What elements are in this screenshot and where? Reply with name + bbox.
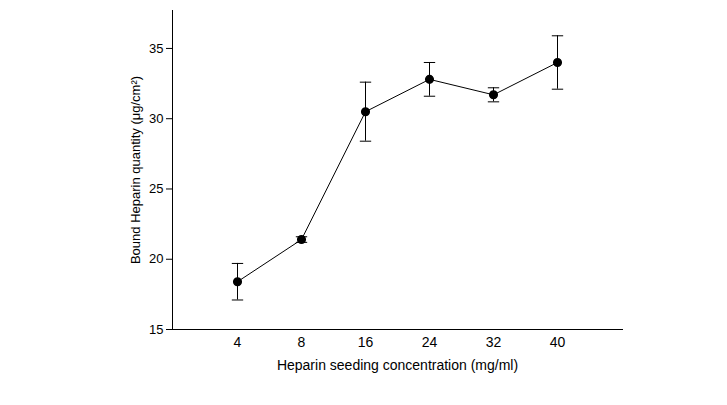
svg-text:4: 4 [234, 334, 242, 350]
svg-text:20: 20 [149, 251, 163, 266]
svg-text:15: 15 [149, 322, 163, 337]
svg-text:16: 16 [358, 334, 374, 350]
svg-text:8: 8 [298, 334, 306, 350]
svg-text:Heparin seeding concentration: Heparin seeding concentration (mg/ml) [277, 357, 518, 373]
svg-text:30: 30 [149, 111, 163, 126]
svg-text:35: 35 [149, 41, 163, 56]
svg-text:40: 40 [550, 334, 566, 350]
svg-text:25: 25 [149, 181, 163, 196]
svg-text:32: 32 [486, 334, 502, 350]
svg-text:24: 24 [422, 334, 438, 350]
svg-text:Bound Heparin quantity (μg/cm²: Bound Heparin quantity (μg/cm²) [128, 76, 143, 264]
